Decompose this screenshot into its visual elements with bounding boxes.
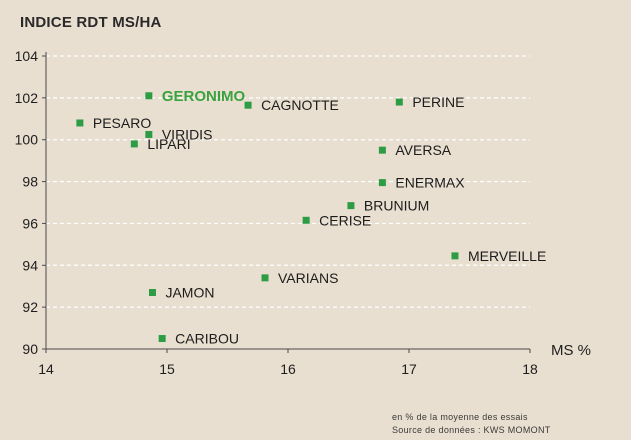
chart-title: INDICE RDT MS/HA (20, 14, 162, 31)
y-tick-label-6: 102 (15, 90, 39, 106)
x-tick-label-0: 14 (38, 361, 54, 377)
point-label-brunium: BRUNIUM (364, 198, 429, 214)
point-marker-varians (261, 274, 269, 282)
point-marker-enermax (378, 179, 386, 187)
point-label-perine: PERINE (412, 94, 464, 110)
point-marker-cagnotte (244, 101, 252, 109)
point-marker-cerise (302, 216, 310, 224)
point-label-varians: VARIANS (278, 270, 338, 286)
point-label-cerise: CERISE (319, 212, 371, 228)
y-tick-label-5: 100 (15, 132, 39, 148)
x-axis-label: MS % (551, 342, 592, 359)
grid (46, 55, 530, 308)
point-marker-perine (395, 98, 403, 106)
x-tick-label-2: 16 (280, 361, 296, 377)
point-label-merveille: MERVEILLE (468, 248, 546, 264)
x-tick-label-1: 15 (159, 361, 175, 377)
footnote-line-1: en % de la moyenne des essais (392, 412, 528, 422)
point-label-pesaro: PESARO (93, 115, 151, 131)
y-tick-label-1: 92 (22, 299, 38, 315)
point-marker-lipari (130, 140, 138, 148)
point-label-viridis: VIRIDIS (162, 126, 213, 142)
point-label-caribou: CARIBOU (175, 331, 239, 347)
point-label-aversa: AVERSA (395, 142, 451, 158)
y-tick-label-2: 94 (22, 257, 38, 273)
point-marker-brunium (347, 202, 355, 210)
point-marker-merveille (451, 252, 459, 260)
point-label-jamon: JAMON (165, 284, 214, 300)
point-label-cagnotte: CAGNOTTE (261, 97, 339, 113)
data-points: GERONIMO CAGNOTTE PERINE PESARO VIRIDISLIPAR… (76, 88, 546, 347)
point-label-enermax: ENERMAX (395, 175, 465, 191)
y-tick-label-7: 104 (15, 48, 39, 64)
point-marker-viridis (145, 130, 153, 138)
footnote-line-2: Source de données : KWS MOMONT (392, 425, 551, 435)
y-tick-label-3: 96 (22, 215, 38, 231)
point-marker-aversa (378, 146, 386, 154)
point-marker-jamon (148, 288, 156, 296)
point-label-lipari: LIPARI (147, 136, 190, 152)
y-tick-label-0: 90 (22, 341, 38, 357)
tick-labels: 90 92 94 96 98 100 102 104 14 15 16 17 18 (15, 48, 538, 377)
point-marker-pesaro (76, 119, 84, 127)
x-tick-label-3: 17 (401, 361, 417, 377)
point-label-geronimo: GERONIMO (162, 88, 246, 105)
y-tick-label-4: 98 (22, 174, 38, 190)
axes (42, 52, 531, 353)
x-tick-label-4: 18 (522, 361, 538, 377)
point-marker-caribou (158, 335, 166, 343)
point-marker-geronimo (145, 92, 153, 100)
